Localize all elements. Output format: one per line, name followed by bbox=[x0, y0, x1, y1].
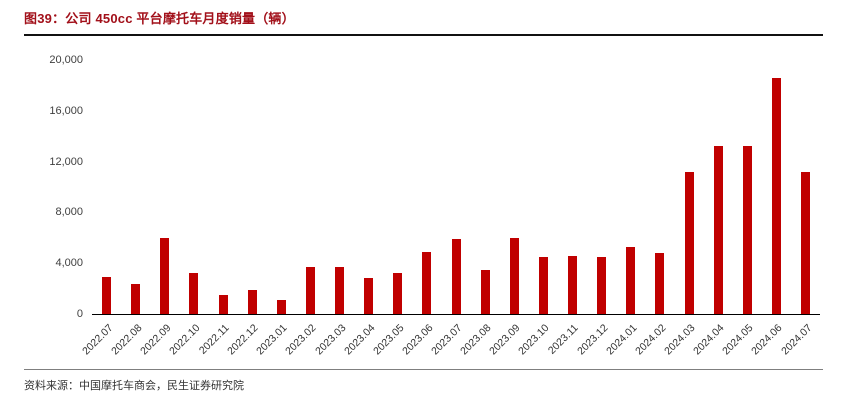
plot-bars: 2022.07 2022.08 2022.09 2022.10 2022.11 2022.… bbox=[80, 60, 820, 357]
x-tick-label: 2022.10 bbox=[167, 322, 203, 358]
x-tick-label: 2023.10 bbox=[516, 322, 552, 358]
bar bbox=[713, 146, 723, 314]
bar bbox=[422, 251, 432, 314]
bar-column: 2024.01 bbox=[604, 60, 645, 357]
x-tick-label: 2023.02 bbox=[283, 322, 319, 358]
bar-column: 2023.11 bbox=[546, 60, 587, 357]
y-tick-label: 16,000 bbox=[49, 104, 83, 117]
bar bbox=[305, 267, 315, 314]
x-tick-label: 2024.06 bbox=[749, 322, 785, 358]
x-tick-label: 2023.03 bbox=[312, 322, 349, 358]
bar-column: 2022.07 bbox=[80, 60, 121, 357]
bar-column: 2022.11 bbox=[197, 60, 238, 357]
y-tick-label: 0 bbox=[76, 308, 83, 320]
bar-column: 2023.04 bbox=[342, 60, 383, 357]
bar-column: 2023.02 bbox=[284, 60, 325, 357]
bar bbox=[218, 294, 228, 314]
x-tick-label: 2022.08 bbox=[108, 322, 145, 358]
bar bbox=[335, 267, 345, 314]
bar bbox=[364, 278, 374, 314]
bar-column: 2022.08 bbox=[109, 60, 150, 357]
bar bbox=[538, 256, 548, 314]
bar-column: 2022.10 bbox=[167, 60, 208, 357]
bar-column: 2023.06 bbox=[400, 60, 441, 357]
bar-column: 2022.12 bbox=[225, 60, 267, 357]
chart-header: 图39：公司 450cc 平台摩托车月度销量（辆） bbox=[24, 8, 823, 36]
x-tick-label: 2024.04 bbox=[691, 322, 727, 358]
x-tick-label: 2023.06 bbox=[400, 322, 436, 358]
bar-column: 2023.08 bbox=[458, 60, 500, 357]
bar bbox=[480, 269, 490, 314]
bar bbox=[771, 77, 781, 314]
x-tick-label: 2023.04 bbox=[341, 322, 378, 358]
bar-column: 2023.01 bbox=[254, 60, 296, 357]
bar-column: 2024.05 bbox=[720, 60, 762, 357]
bar-column: 2024.03 bbox=[662, 60, 704, 357]
bar-column: 2023.07 bbox=[429, 60, 471, 357]
bar-column: 2023.12 bbox=[575, 60, 616, 357]
x-tick-label: 2023.05 bbox=[370, 322, 407, 358]
bar bbox=[393, 273, 403, 314]
x-tick-label: 2024.03 bbox=[662, 322, 698, 358]
bar bbox=[801, 171, 811, 314]
x-tick-label: 2024.07 bbox=[778, 322, 815, 358]
bar-column: 2023.10 bbox=[517, 60, 558, 357]
bar-column: 2023.03 bbox=[313, 60, 354, 357]
y-tick-label: 8,000 bbox=[55, 206, 83, 219]
y-tick-label: 12,000 bbox=[49, 155, 83, 168]
x-tick-label: 2023.08 bbox=[458, 322, 494, 358]
bar bbox=[568, 255, 578, 314]
source-text: 资料来源：中国摩托车商会，民生证券研究院 bbox=[24, 380, 244, 392]
bar bbox=[597, 256, 607, 314]
bar-column: 2022.09 bbox=[138, 60, 179, 357]
x-tick-label: 2023.12 bbox=[574, 322, 611, 358]
x-tick-label: 2024.05 bbox=[720, 322, 756, 358]
x-tick-label: 2024.01 bbox=[603, 322, 640, 358]
bar bbox=[102, 277, 112, 314]
y-tick-label: 4,000 bbox=[55, 257, 83, 270]
x-tick-label: 2022.11 bbox=[196, 322, 232, 357]
bar-column: 2024.06 bbox=[750, 60, 791, 357]
x-tick-label: 2022.09 bbox=[137, 322, 174, 358]
bar bbox=[160, 237, 170, 314]
bar-column: 2024.04 bbox=[691, 60, 733, 357]
bar bbox=[451, 239, 461, 314]
plot-area: 0 4,000 8,000 12,000 16,000 20,000 2022.07 202… bbox=[49, 54, 820, 357]
x-tick-label: 2023.11 bbox=[546, 322, 582, 357]
bar bbox=[276, 300, 286, 314]
x-tick-label: 2022.07 bbox=[79, 322, 116, 358]
bar-column: 2023.05 bbox=[371, 60, 412, 357]
x-tick-label: 2022.12 bbox=[225, 322, 261, 358]
bar bbox=[247, 289, 257, 314]
x-tick-label: 2023.07 bbox=[429, 322, 465, 358]
x-tick-label: 2023.01 bbox=[254, 322, 290, 358]
source-footer: 资料来源：中国摩托车商会，民生证券研究院 bbox=[24, 369, 823, 394]
bar bbox=[189, 273, 199, 314]
bar bbox=[509, 237, 519, 314]
chart-title: 图39：公司 450cc 平台摩托车月度销量（辆） bbox=[24, 11, 295, 26]
bar bbox=[655, 253, 665, 314]
x-tick-label: 2023.09 bbox=[487, 322, 523, 358]
x-tick-label: 2024.02 bbox=[633, 322, 669, 358]
bar-column: 2023.09 bbox=[487, 60, 529, 357]
bar bbox=[684, 171, 694, 314]
bar-column: 2024.02 bbox=[633, 60, 674, 357]
bar-column: 2024.07 bbox=[779, 60, 820, 357]
bar bbox=[742, 146, 752, 314]
bar bbox=[131, 283, 141, 314]
bar bbox=[626, 246, 636, 314]
y-tick-label: 20,000 bbox=[49, 54, 83, 66]
